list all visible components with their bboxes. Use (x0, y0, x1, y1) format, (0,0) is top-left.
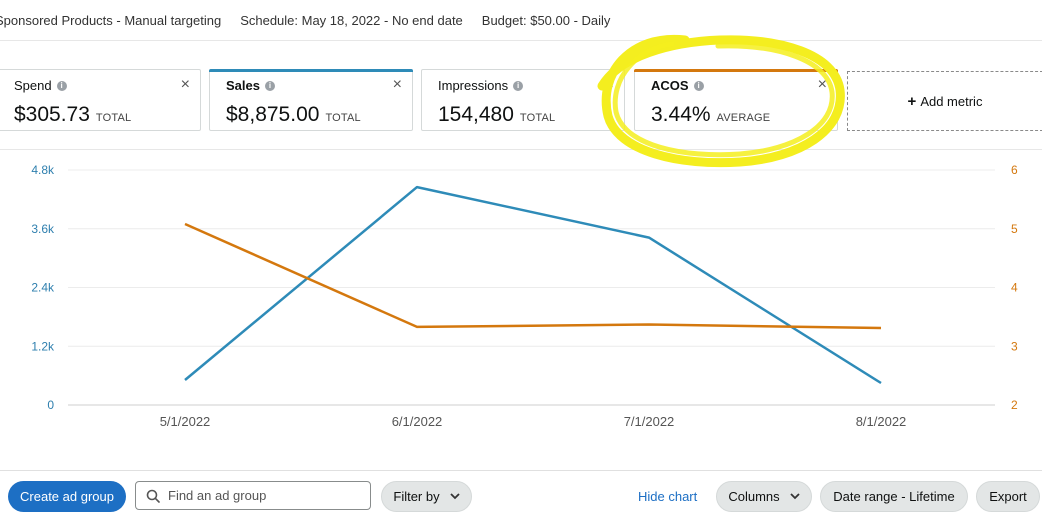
close-icon[interactable]: × (604, 76, 614, 93)
close-icon[interactable]: × (817, 76, 827, 93)
series-line-acos (184, 222, 882, 330)
performance-chart: 0 2 1.2k 3 2.4k 4 3.6k 5 4.8k 6 5/1/2022 6/1/2022 7/… (31, 163, 1018, 429)
close-icon[interactable]: × (392, 76, 402, 93)
chevron-down-icon (790, 493, 800, 500)
create-ad-group-button[interactable]: Create ad group (8, 481, 126, 512)
right-axis-tick: 4 (1011, 281, 1018, 295)
metric-value: 3.44% (651, 103, 711, 126)
columns-label: Columns (728, 489, 780, 504)
metric-suffix: TOTAL (325, 112, 361, 124)
metric-label: ACOS (651, 78, 689, 93)
add-metric-button[interactable]: + Add metric (847, 71, 1042, 131)
info-icon[interactable]: i (693, 80, 704, 91)
search-box[interactable] (135, 481, 371, 510)
plus-icon: + (907, 92, 917, 110)
bottom-toolbar: Create ad group Filter by Hide chart Col… (0, 470, 1042, 518)
filter-by-button[interactable]: Filter by (381, 481, 472, 512)
export-button[interactable]: Export (976, 481, 1040, 512)
export-label: Export (989, 489, 1027, 504)
x-axis-tick: 5/1/2022 (160, 414, 211, 429)
metric-suffix: AVERAGE (716, 112, 771, 124)
search-icon (146, 489, 160, 503)
info-icon[interactable]: i (513, 80, 524, 91)
search-input[interactable] (166, 487, 360, 504)
metric-value: $305.73 (14, 103, 90, 126)
left-axis-tick: 4.8k (31, 163, 55, 177)
filter-by-label: Filter by (393, 489, 440, 504)
left-axis-tick: 2.4k (31, 281, 55, 295)
metric-card-acos[interactable]: ACOS i × 3.44% AVERAGE (634, 69, 838, 131)
metric-suffix: TOTAL (519, 112, 556, 124)
date-range-label: Date range - Lifetime (833, 489, 955, 504)
left-axis-tick: 0 (47, 398, 54, 412)
campaign-type: Sponsored Products - Manual targeting (0, 12, 222, 28)
metric-label: Spend (14, 78, 52, 93)
campaign-budget: Budget: $50.00 - Daily (481, 12, 611, 28)
info-icon[interactable]: i (264, 80, 275, 91)
metric-color-bar (209, 69, 413, 72)
series-line-sales (184, 185, 882, 385)
metric-value: 154,480 (438, 103, 514, 126)
metric-card-spend[interactable]: Spend i × $305.73 TOTAL (0, 69, 201, 131)
right-axis-tick: 6 (1011, 163, 1018, 177)
right-axis-tick: 3 (1011, 339, 1018, 353)
metric-suffix: TOTAL (95, 112, 132, 124)
add-metric-label: Add metric (920, 93, 983, 109)
x-axis-tick: 8/1/2022 (856, 414, 907, 429)
metric-label: Impressions (438, 78, 509, 93)
metric-card-sales[interactable]: Sales i × $8,875.00 TOTAL (209, 69, 413, 131)
right-axis-tick: 2 (1011, 398, 1018, 412)
metric-card-impressions[interactable]: Impressions i × 154,480 TOTAL (421, 69, 625, 131)
chevron-down-icon (449, 493, 460, 500)
metrics-area: Spend i × $305.73 TOTAL Sales i × $8,875.00… (0, 41, 1042, 150)
left-axis-tick: 3.6k (31, 222, 55, 236)
campaign-schedule: Schedule: May 18, 2022 - No end date (240, 12, 463, 28)
campaign-info-bar: Sponsored Products - Manual targeting Sc… (0, 0, 1042, 41)
info-icon[interactable]: i (56, 80, 67, 91)
x-axis-tick: 7/1/2022 (624, 414, 675, 429)
right-axis-tick: 5 (1011, 222, 1018, 236)
columns-button[interactable]: Columns (716, 481, 812, 512)
hide-chart-link[interactable]: Hide chart (638, 489, 698, 504)
x-axis-tick: 6/1/2022 (392, 414, 443, 429)
metric-value: $8,875.00 (226, 103, 320, 126)
metric-label: Sales (226, 78, 260, 93)
close-icon[interactable]: × (180, 76, 190, 93)
left-axis-tick: 1.2k (31, 339, 55, 353)
metric-color-bar (634, 69, 838, 72)
date-range-button[interactable]: Date range - Lifetime (820, 481, 968, 512)
